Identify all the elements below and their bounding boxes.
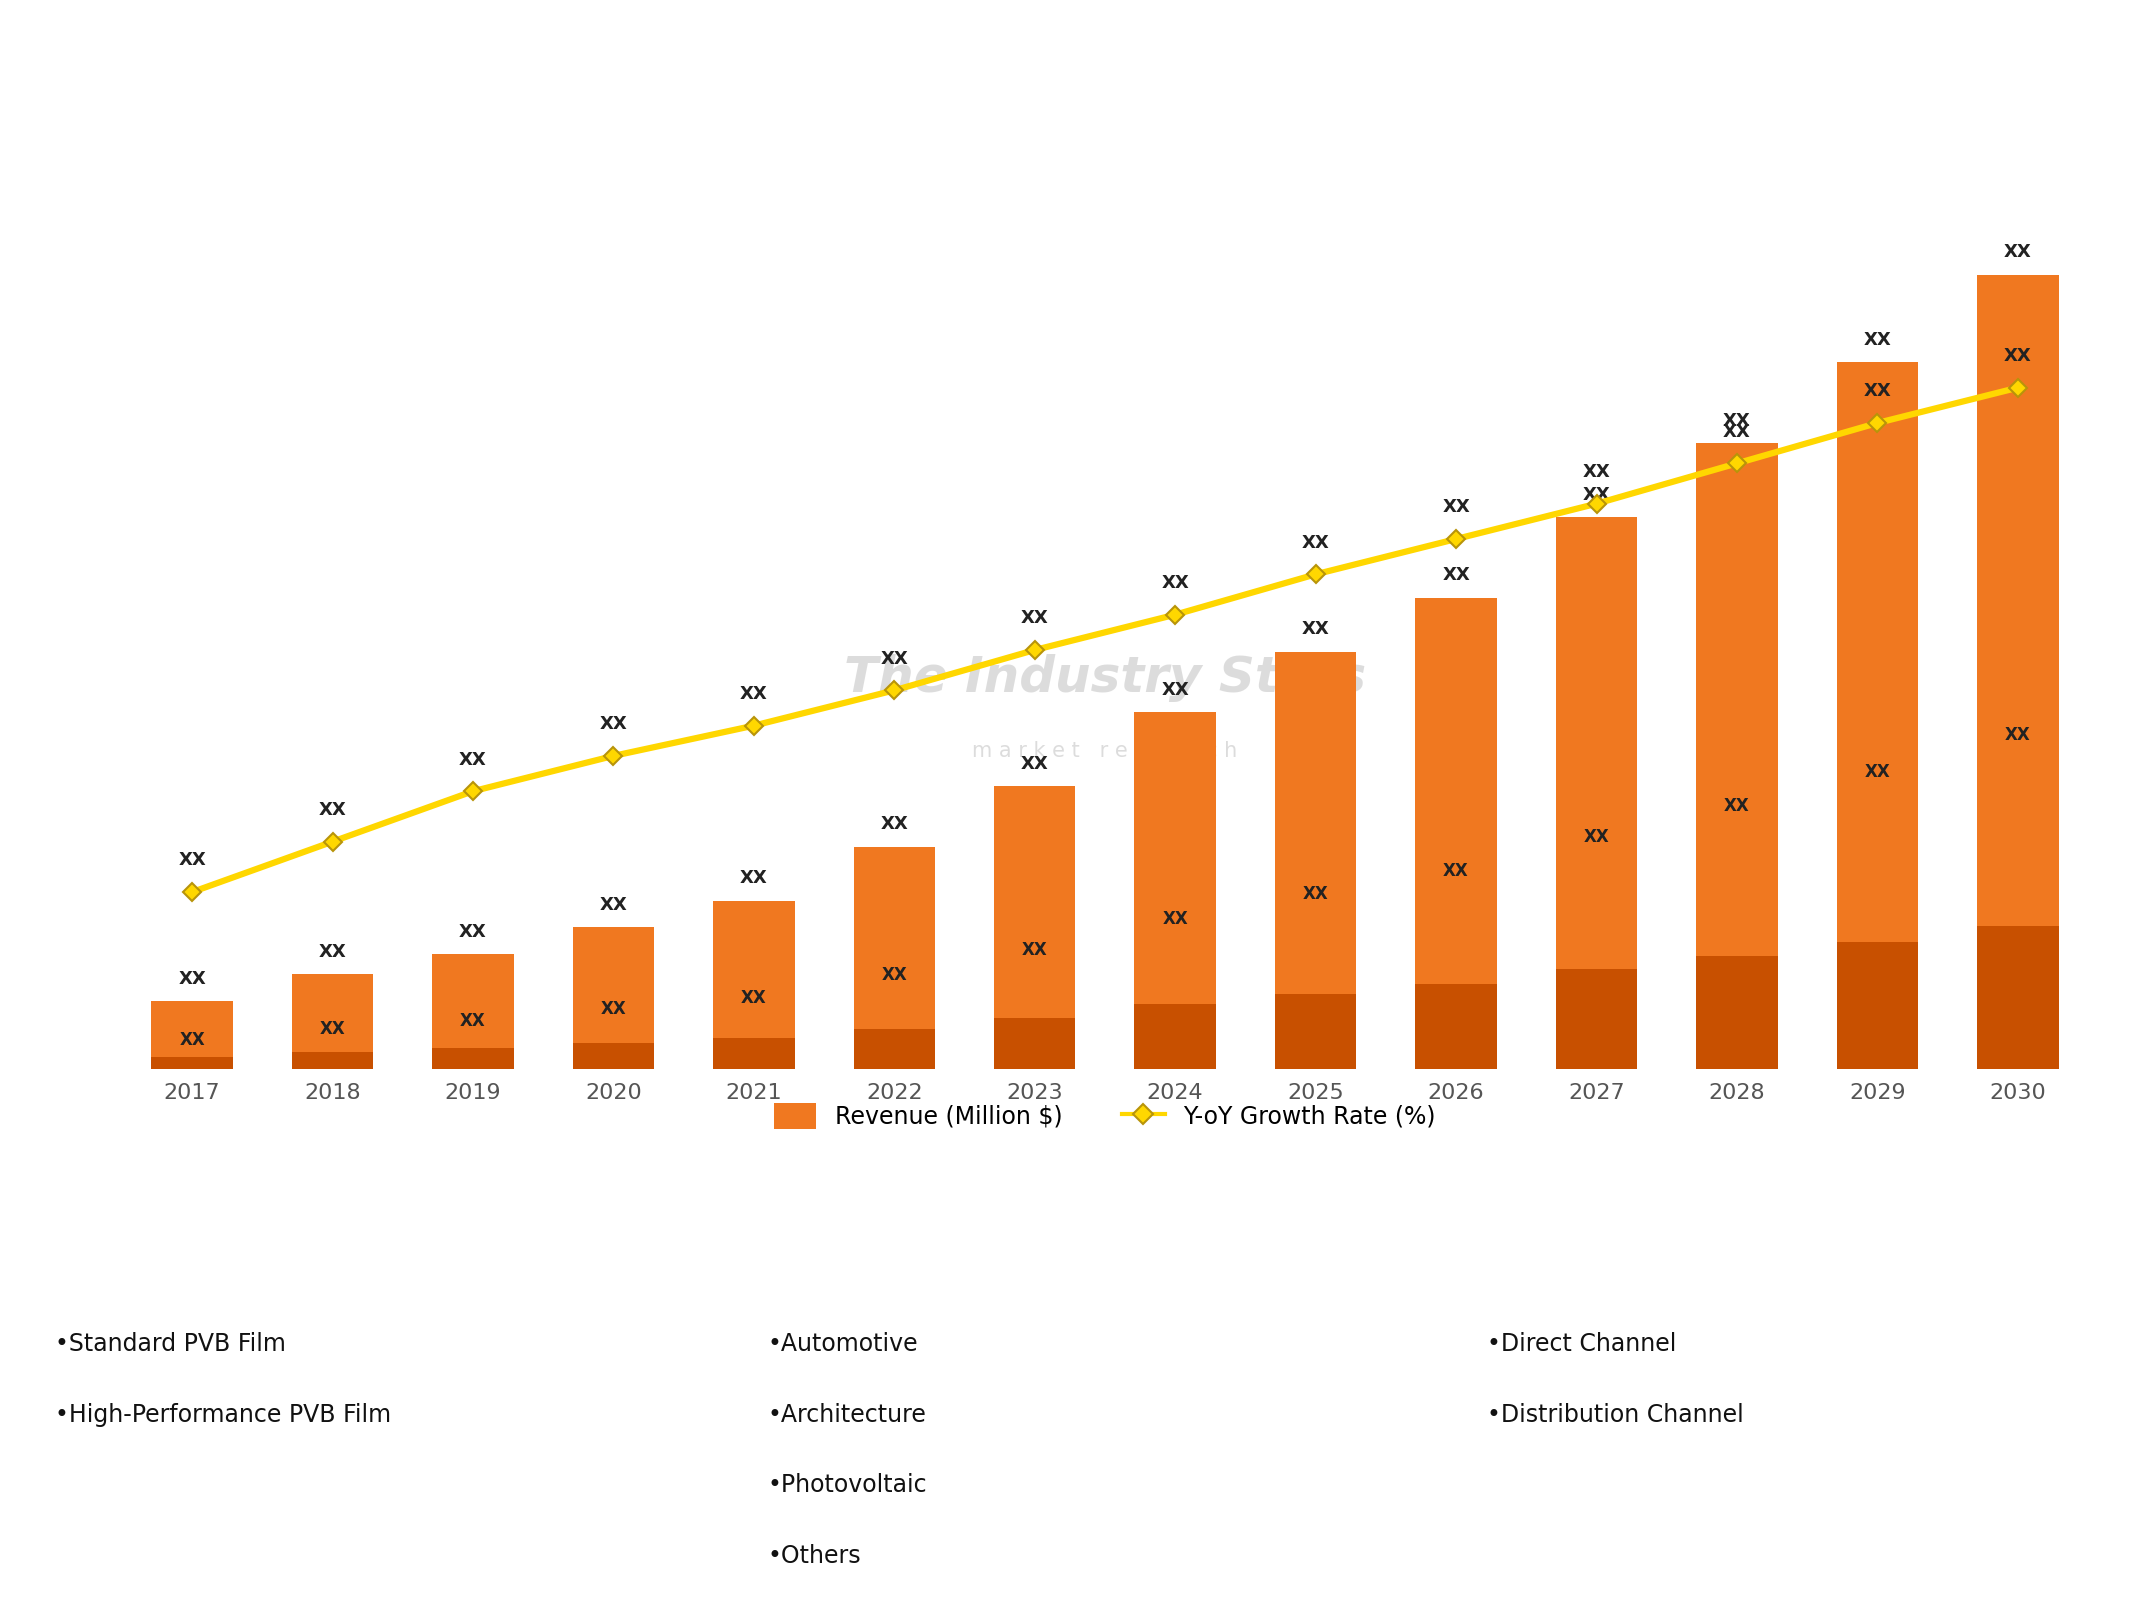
Text: XX: XX	[1863, 331, 1891, 349]
Text: XX: XX	[742, 988, 768, 1008]
Text: XX: XX	[319, 800, 347, 820]
Text: XX: XX	[1020, 609, 1048, 627]
Text: XX: XX	[599, 895, 627, 914]
Text: XX: XX	[1863, 382, 1891, 400]
Text: XX: XX	[1302, 620, 1330, 638]
Bar	[714, 1038, 796, 1069]
Text: Application: Application	[1007, 1229, 1153, 1255]
Text: XX: XX	[1162, 574, 1190, 591]
Bar	[151, 1001, 233, 1069]
Text: XX: XX	[459, 922, 487, 940]
Text: XX: XX	[740, 685, 768, 702]
Bar	[1134, 1004, 1216, 1069]
Text: XX: XX	[319, 943, 347, 961]
Text: XX: XX	[599, 715, 627, 733]
Bar	[1134, 712, 1216, 1069]
Bar	[1697, 956, 1779, 1069]
Text: XX: XX	[880, 815, 908, 832]
Text: XX: XX	[1162, 910, 1188, 927]
Text: XX: XX	[459, 1012, 485, 1030]
Bar	[1274, 652, 1356, 1069]
Text: Source: Theindustrystats Analysis: Source: Theindustrystats Analysis	[26, 1551, 401, 1570]
Bar	[1414, 598, 1496, 1069]
Text: XX: XX	[1583, 485, 1611, 503]
Bar	[573, 927, 653, 1069]
Bar	[431, 955, 513, 1069]
Text: The Industry Stats: The Industry Stats	[843, 654, 1367, 702]
Text: XX: XX	[459, 750, 487, 768]
Text: XX: XX	[2003, 347, 2031, 365]
Text: XX: XX	[1020, 755, 1048, 773]
Text: XX: XX	[1302, 534, 1330, 551]
Text: XX: XX	[882, 966, 908, 985]
Bar	[291, 1051, 373, 1069]
Bar	[714, 900, 796, 1069]
Bar	[994, 786, 1076, 1069]
Bar	[854, 847, 936, 1069]
Text: Website: www.theindustrystats.com: Website: www.theindustrystats.com	[1731, 1551, 2130, 1570]
Bar	[1977, 275, 2059, 1069]
Bar	[1414, 983, 1496, 1069]
Text: XX: XX	[2005, 726, 2031, 744]
Bar	[1837, 942, 1919, 1069]
Bar	[151, 1056, 233, 1069]
Text: XX: XX	[1442, 566, 1470, 585]
Text: •Automotive

•Architecture

•Photovoltaic

•Others: •Automotive •Architecture •Photovoltaic …	[768, 1332, 927, 1568]
Text: XX: XX	[880, 649, 908, 667]
Text: Fig. Global Polyvinyl Butyral (PVB) Film Market Status and Outlook: Fig. Global Polyvinyl Butyral (PVB) Film…	[28, 37, 1238, 67]
Bar	[573, 1043, 653, 1069]
Bar	[1274, 993, 1356, 1069]
Text: XX: XX	[179, 1032, 205, 1049]
Text: XX: XX	[319, 1020, 345, 1038]
Bar	[1977, 926, 2059, 1069]
Text: XX: XX	[1442, 498, 1470, 516]
Text: m a r k e t   r e s e a r c h: m a r k e t r e s e a r c h	[972, 741, 1238, 760]
Text: XX: XX	[1442, 861, 1468, 881]
Text: XX: XX	[602, 1000, 625, 1019]
Text: XX: XX	[740, 869, 768, 887]
Bar	[1697, 444, 1779, 1069]
Text: XX: XX	[1302, 884, 1328, 903]
Text: XX: XX	[1865, 763, 1891, 781]
Text: XX: XX	[2003, 243, 2031, 262]
Legend: Revenue (Million $), Y-oY Growth Rate (%): Revenue (Million $), Y-oY Growth Rate (%…	[768, 1096, 1442, 1136]
Bar	[1837, 363, 1919, 1069]
Bar	[431, 1048, 513, 1069]
Text: XX: XX	[1583, 463, 1611, 480]
Bar	[291, 974, 373, 1069]
Text: Email: sales@theindustrystats.com: Email: sales@theindustrystats.com	[886, 1551, 1270, 1570]
Text: •Direct Channel

•Distribution Channel: •Direct Channel •Distribution Channel	[1488, 1332, 1744, 1427]
Text: XX: XX	[1725, 797, 1751, 815]
Bar	[1557, 969, 1636, 1069]
Text: XX: XX	[179, 852, 207, 869]
Bar	[854, 1028, 936, 1069]
Text: XX: XX	[1162, 681, 1190, 699]
Text: Product Types: Product Types	[267, 1229, 451, 1255]
Bar	[1557, 517, 1636, 1069]
Text: XX: XX	[1585, 828, 1608, 845]
Text: •Standard PVB Film

•High-Performance PVB Film: •Standard PVB Film •High-Performance PVB…	[54, 1332, 390, 1427]
Text: XX: XX	[1022, 942, 1048, 959]
Text: Sales Channels: Sales Channels	[1695, 1229, 1897, 1255]
Text: XX: XX	[179, 969, 207, 988]
Bar	[994, 1017, 1076, 1069]
Text: XX: XX	[1723, 423, 1751, 440]
Text: XX: XX	[1723, 411, 1751, 429]
